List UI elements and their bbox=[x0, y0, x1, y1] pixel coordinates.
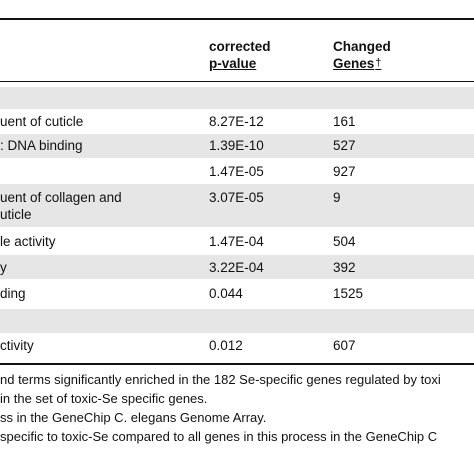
table-row: le activity 1.47E-04 504 bbox=[0, 227, 474, 255]
footnote-line: in the set of toxic-Se specific genes. bbox=[0, 391, 208, 406]
table-top-rule bbox=[0, 18, 474, 20]
row-term: uent of cuticle bbox=[0, 114, 84, 129]
row-pvalue: 3.22E-04 bbox=[209, 260, 264, 275]
row-genes: 1525 bbox=[333, 286, 364, 301]
header-genes-line1: Changed bbox=[333, 39, 391, 54]
row-term: : DNA binding bbox=[0, 138, 83, 153]
row-pvalue: 8.27E-12 bbox=[209, 114, 264, 129]
header-pvalue-line2: p-value bbox=[209, 56, 257, 71]
row-term: le activity bbox=[0, 234, 56, 249]
header-dagger-mark: † bbox=[375, 57, 382, 69]
category-band bbox=[0, 309, 474, 333]
header-rule bbox=[0, 81, 474, 82]
header-genes-line2: Genes† bbox=[333, 55, 391, 72]
row-pvalue: 0.044 bbox=[209, 286, 243, 301]
row-genes: 527 bbox=[333, 138, 356, 153]
row-genes: 607 bbox=[333, 338, 356, 353]
table-row: uent of cuticle 8.27E-12 161 bbox=[0, 110, 474, 134]
table-row-shaded: uent of collagen and uticle 3.07E-05 9 bbox=[0, 184, 474, 227]
header-pvalue-line1: corrected bbox=[209, 39, 271, 54]
row-term: uent of collagen and bbox=[0, 190, 122, 205]
footnote-line: specific to toxic-Se compared to all gen… bbox=[0, 429, 438, 444]
table-bottom-rule bbox=[0, 363, 474, 365]
row-term-continued: uticle bbox=[0, 207, 32, 222]
row-term: y bbox=[0, 260, 7, 275]
row-pvalue: 1.47E-05 bbox=[209, 164, 264, 179]
row-pvalue: 3.07E-05 bbox=[209, 190, 264, 205]
header-genes-word: Genes bbox=[333, 56, 375, 71]
row-pvalue: 0.012 bbox=[209, 338, 243, 353]
table-row: 1.47E-05 927 bbox=[0, 158, 474, 184]
row-genes: 9 bbox=[333, 190, 341, 205]
row-genes: 161 bbox=[333, 114, 356, 129]
row-term: ctivity bbox=[0, 338, 34, 353]
footnote-line: nd terms significantly enriched in the 1… bbox=[0, 372, 441, 387]
footnote-line: ss in the GeneChip C. elegans Genome Arr… bbox=[0, 410, 267, 425]
table-row: ding 0.044 1525 bbox=[0, 279, 474, 309]
header-corrected-pvalue: corrected p-value bbox=[209, 38, 271, 72]
row-genes: 392 bbox=[333, 260, 356, 275]
category-band bbox=[0, 87, 474, 109]
row-genes: 927 bbox=[333, 164, 356, 179]
row-genes: 504 bbox=[333, 234, 356, 249]
header-changed-genes: Changed Genes† bbox=[333, 38, 391, 72]
table-row-shaded: : DNA binding 1.39E-10 527 bbox=[0, 134, 474, 158]
table-row-shaded: y 3.22E-04 392 bbox=[0, 255, 474, 279]
table-row: ctivity 0.012 607 bbox=[0, 333, 474, 363]
row-pvalue: 1.47E-04 bbox=[209, 234, 264, 249]
row-term: ding bbox=[0, 286, 26, 301]
row-pvalue: 1.39E-10 bbox=[209, 138, 264, 153]
